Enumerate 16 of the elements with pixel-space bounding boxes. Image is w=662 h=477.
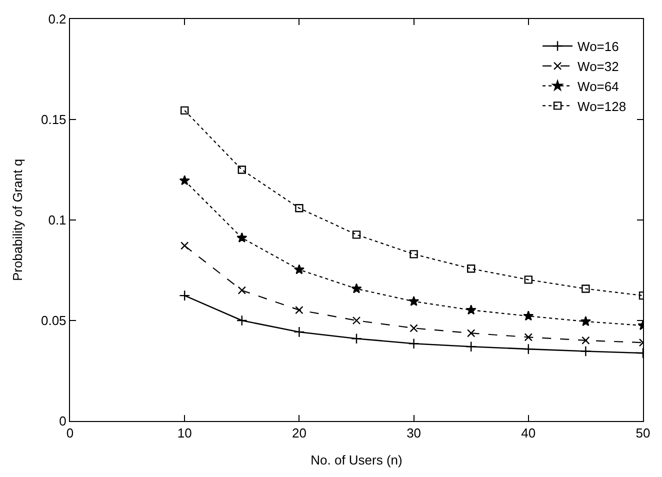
y-tick-label: 0 [59, 414, 66, 429]
y-tick-label: 0.1 [48, 212, 66, 228]
x-tick-label: 10 [177, 426, 192, 441]
x-tick-label: 50 [636, 426, 650, 441]
x-axis-title: No. of Users (n) [310, 452, 402, 468]
legend-label: Wo=128 [578, 98, 626, 114]
y-tick-label: 0.15 [40, 112, 66, 128]
legend-label: Wo=64 [578, 78, 619, 94]
legend-label: Wo=16 [578, 39, 619, 54]
legend-label: Wo=32 [578, 58, 619, 74]
y-tick-label: 0.05 [40, 313, 66, 328]
x-tick-label: 40 [521, 426, 536, 441]
y-tick-label: 0.2 [48, 12, 66, 27]
x-tick-label: 20 [292, 426, 306, 441]
y-axis-title: Probability of Grant q [10, 158, 25, 282]
x-tick-label: 30 [406, 426, 422, 441]
